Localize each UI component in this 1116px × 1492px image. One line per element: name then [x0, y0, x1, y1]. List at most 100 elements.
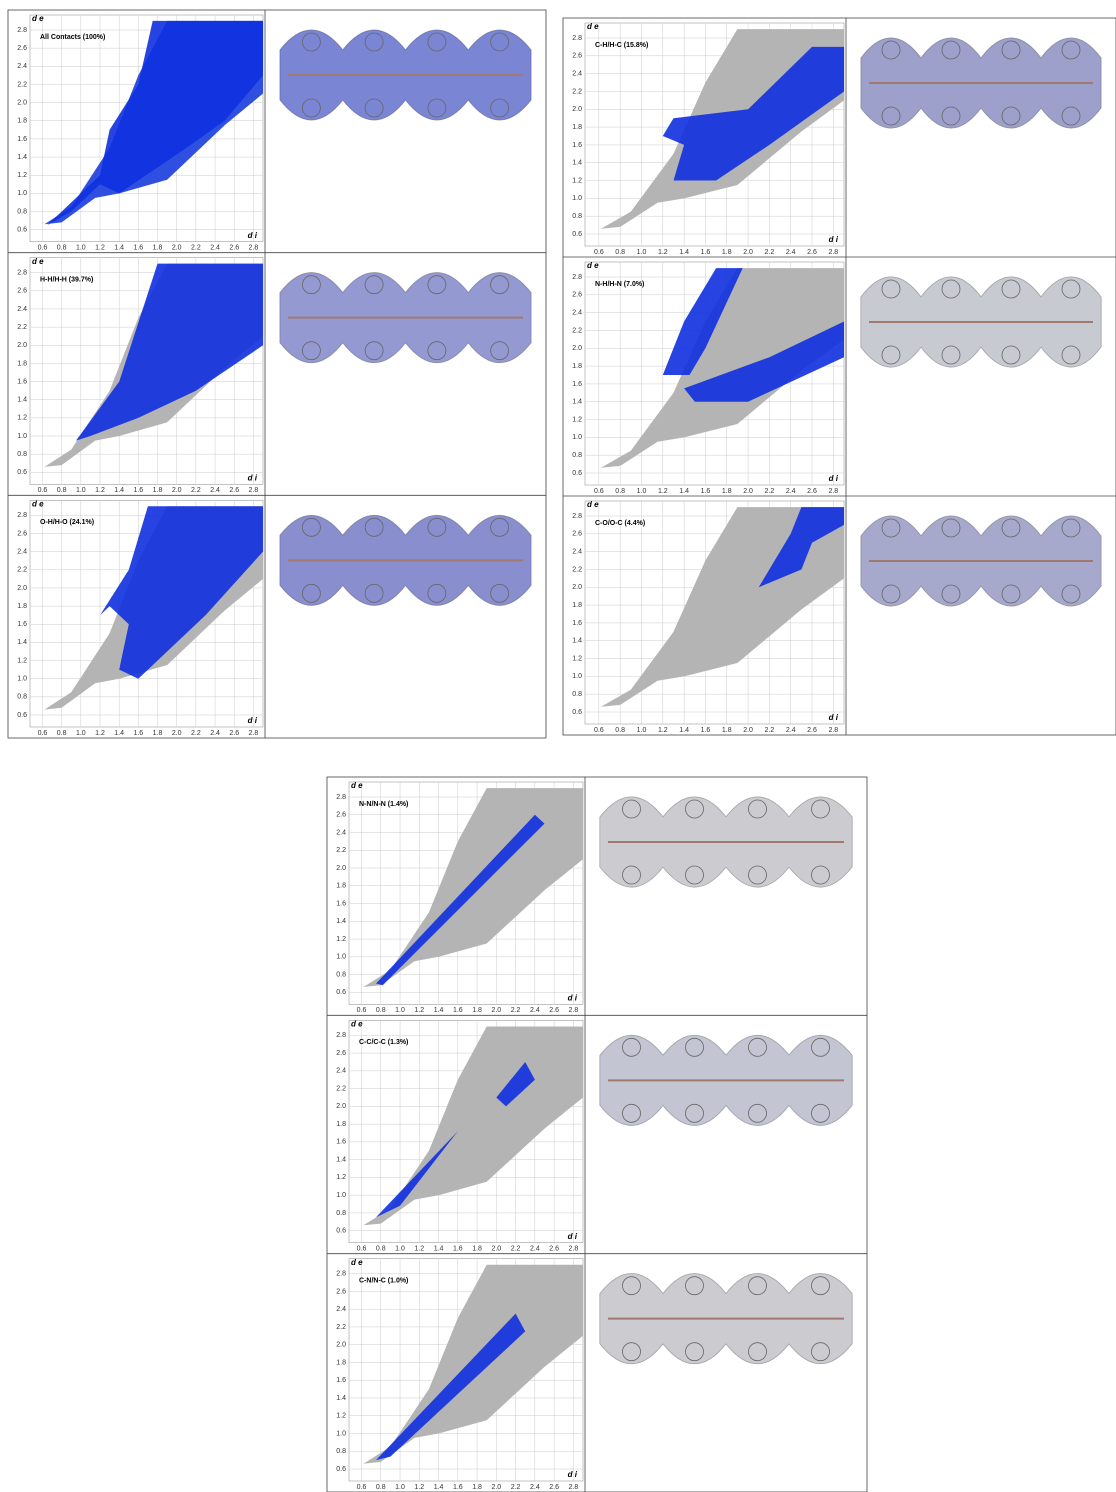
x-tick-label: 1.2	[658, 488, 668, 495]
y-tick-label: 1.2	[336, 1413, 346, 1420]
x-tick-label: 1.8	[472, 1246, 482, 1253]
y-tick-label: 0.6	[17, 227, 27, 234]
y-tick-label: 1.8	[572, 363, 582, 370]
x-tick-label: 0.6	[357, 1246, 367, 1253]
x-tick-label: 0.6	[594, 727, 604, 734]
x-tick-label: 2.6	[229, 245, 239, 252]
x-tick-label: 2.8	[569, 1007, 579, 1014]
y-tick-label: 1.0	[572, 434, 582, 441]
y-tick-label: 2.2	[336, 847, 346, 854]
y-tick-label: 1.6	[336, 1377, 346, 1384]
x-tick-label: 2.0	[491, 1484, 501, 1491]
x-tick-label: 2.2	[765, 727, 775, 734]
y-tick-label: 0.6	[572, 709, 582, 716]
y-tick-label: 2.2	[336, 1324, 346, 1331]
x-tick-label: 1.2	[95, 730, 105, 737]
x-tick-label: 1.8	[153, 730, 163, 737]
x-tick-label: 2.6	[807, 727, 817, 734]
x-tick-label: 1.2	[658, 727, 668, 734]
y-tick-label: 2.6	[572, 531, 582, 538]
y-tick-label: 1.8	[572, 602, 582, 609]
x-tick-label: 1.4	[434, 1484, 444, 1491]
x-tick-label: 2.0	[491, 1007, 501, 1014]
y-tick-label: 1.6	[336, 1139, 346, 1146]
x-tick-label: 1.0	[76, 730, 86, 737]
x-tick-label: 2.0	[491, 1246, 501, 1253]
x-axis-label: d i	[248, 716, 258, 725]
y-tick-label: 0.6	[572, 470, 582, 477]
panel-label: C-O/O-C (4.4%)	[595, 520, 645, 527]
x-tick-label: 0.8	[57, 487, 67, 494]
x-axis-label: d i	[829, 474, 839, 483]
x-tick-label: 0.6	[357, 1484, 367, 1491]
y-tick-label: 0.8	[336, 1210, 346, 1217]
y-tick-label: 1.6	[17, 136, 27, 143]
y-tick-label: 2.0	[336, 1103, 346, 1110]
x-tick-label: 2.2	[765, 249, 775, 256]
x-tick-label: 1.8	[472, 1007, 482, 1014]
panel-label: H-H/H-H (39.7%)	[40, 277, 93, 284]
x-tick-label: 2.2	[511, 1246, 521, 1253]
y-tick-label: 1.0	[336, 1192, 346, 1199]
y-tick-label: 1.2	[572, 177, 582, 184]
y-tick-label: 2.0	[336, 865, 346, 872]
y-tick-label: 2.2	[17, 81, 27, 88]
x-tick-label: 0.8	[57, 245, 67, 252]
x-tick-label: 0.8	[376, 1007, 386, 1014]
x-tick-label: 1.6	[701, 488, 711, 495]
y-tick-label: 2.8	[17, 512, 27, 519]
x-tick-label: 1.0	[395, 1246, 405, 1253]
x-tick-label: 1.4	[434, 1007, 444, 1014]
x-tick-label: 2.0	[743, 488, 753, 495]
x-tick-label: 1.2	[95, 245, 105, 252]
y-tick-label: 1.6	[572, 142, 582, 149]
x-tick-label: 2.2	[511, 1007, 521, 1014]
panel-label: O-H/H-O (24.1%)	[40, 519, 94, 526]
x-tick-label: 2.0	[743, 249, 753, 256]
y-tick-label: 2.8	[572, 274, 582, 281]
x-axis-label: d i	[568, 1470, 578, 1479]
x-tick-label: 2.8	[828, 249, 838, 256]
x-axis-label: d i	[829, 713, 839, 722]
x-tick-label: 0.8	[615, 727, 625, 734]
y-tick-label: 1.8	[17, 118, 27, 125]
x-tick-label: 2.2	[511, 1484, 521, 1491]
y-tick-label: 1.4	[17, 639, 27, 646]
y-tick-label: 2.6	[17, 288, 27, 295]
x-tick-label: 2.6	[549, 1007, 559, 1014]
x-tick-label: 1.6	[133, 487, 143, 494]
x-tick-label: 0.8	[615, 488, 625, 495]
y-tick-label: 0.6	[17, 469, 27, 476]
y-tick-label: 2.8	[17, 270, 27, 277]
panel-label: N-N/N-N (1.4%)	[359, 801, 408, 808]
x-tick-label: 2.4	[210, 487, 220, 494]
x-tick-label: 0.6	[594, 249, 604, 256]
x-tick-label: 1.2	[95, 487, 105, 494]
x-tick-label: 2.4	[210, 245, 220, 252]
x-axis-label: d i	[248, 473, 258, 482]
x-tick-label: 2.8	[569, 1246, 579, 1253]
y-tick-label: 1.0	[336, 1430, 346, 1437]
x-tick-label: 0.8	[376, 1246, 386, 1253]
x-tick-label: 1.6	[701, 727, 711, 734]
x-tick-label: 2.2	[191, 730, 201, 737]
x-tick-label: 2.6	[807, 488, 817, 495]
x-tick-label: 2.2	[191, 487, 201, 494]
y-axis-label: d e	[351, 1019, 363, 1028]
x-tick-label: 1.0	[395, 1007, 405, 1014]
y-tick-label: 2.4	[572, 309, 582, 316]
y-axis-label: d e	[587, 22, 599, 31]
x-tick-label: 1.6	[701, 249, 711, 256]
y-tick-label: 1.2	[572, 655, 582, 662]
x-axis-label: d i	[829, 235, 839, 244]
y-tick-label: 0.8	[572, 691, 582, 698]
x-tick-label: 1.4	[434, 1246, 444, 1253]
y-tick-label: 2.2	[572, 566, 582, 573]
x-tick-label: 1.0	[637, 727, 647, 734]
y-tick-label: 2.4	[572, 70, 582, 77]
y-axis-label: d e	[351, 781, 363, 790]
y-tick-label: 1.0	[17, 676, 27, 683]
y-axis-label: d e	[32, 257, 44, 266]
y-tick-label: 1.2	[572, 416, 582, 423]
y-axis-label: d e	[587, 500, 599, 509]
